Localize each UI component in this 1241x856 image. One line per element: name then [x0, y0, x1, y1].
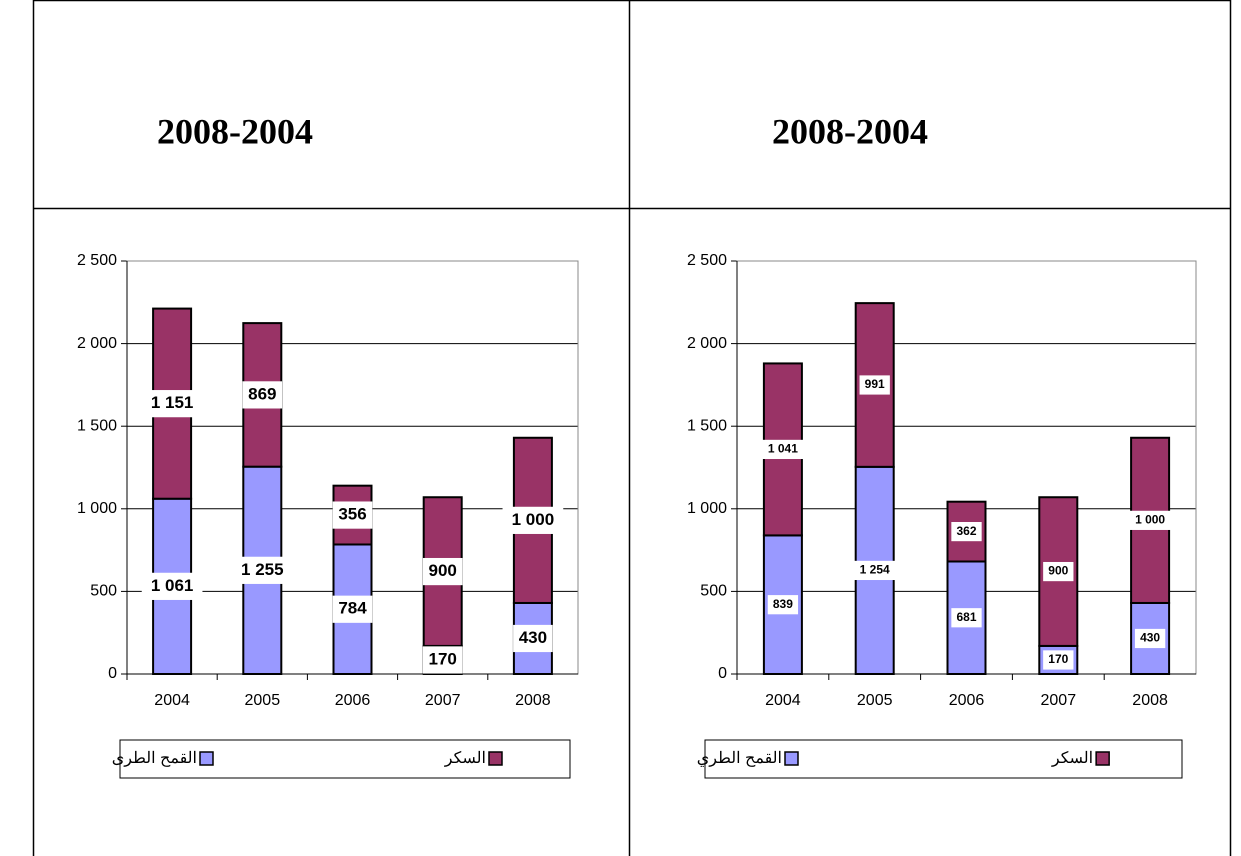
data-label: 1 061	[151, 576, 194, 595]
legend-label: القمح الطري	[697, 750, 782, 767]
data-label: 430	[519, 628, 547, 647]
data-label-box	[951, 521, 982, 542]
data-label-box	[1134, 628, 1166, 649]
data-label-box	[852, 560, 898, 581]
legend-label: السكر	[444, 750, 486, 767]
y-tick-label: 0	[718, 665, 727, 682]
data-label: 869	[248, 384, 276, 403]
y-tick-label: 2 500	[77, 252, 117, 269]
data-label: 900	[1048, 564, 1068, 578]
legend-swatch	[199, 751, 214, 766]
data-label-box	[141, 390, 203, 418]
data-label-box	[422, 557, 463, 586]
x-tick-label: 2005	[857, 692, 893, 709]
data-label-box	[1043, 561, 1074, 582]
data-label: 356	[338, 505, 366, 524]
x-tick-label: 2008	[515, 692, 551, 709]
data-label: 681	[956, 610, 976, 624]
table-border	[32, 0, 1232, 856]
y-tick-label: 1 500	[77, 417, 117, 434]
data-label: 170	[429, 649, 457, 668]
x-tick-label: 2006	[335, 692, 371, 709]
data-label-box	[422, 646, 463, 674]
y-tick-label: 2 000	[687, 335, 727, 352]
data-label-box	[1127, 510, 1173, 530]
data-label: 362	[956, 524, 976, 538]
data-label: 900	[429, 561, 457, 580]
chart-title: 2008-2004	[157, 111, 313, 151]
data-label: 1 000	[512, 510, 555, 529]
chart-title: 2008-2004	[772, 111, 928, 151]
y-tick-label: 1 500	[687, 417, 727, 434]
data-label: 430	[1140, 631, 1160, 645]
y-tick-label: 0	[108, 665, 117, 682]
data-label-box	[502, 506, 564, 534]
y-tick-label: 500	[90, 583, 117, 600]
x-tick-label: 2004	[765, 692, 801, 709]
data-label: 784	[338, 599, 367, 618]
legend-swatch	[488, 751, 503, 766]
x-tick-label: 2007	[1041, 692, 1077, 709]
data-label-box	[332, 501, 373, 529]
legend-label: السكر	[1051, 750, 1093, 767]
legend-swatch	[784, 751, 799, 766]
y-tick-label: 1 000	[687, 500, 727, 517]
data-label: 1 255	[241, 560, 284, 579]
data-label-box	[231, 556, 293, 584]
data-label-box	[513, 624, 553, 653]
legend-swatch	[1095, 751, 1110, 766]
data-label-box	[767, 595, 799, 615]
data-label: 991	[865, 377, 885, 391]
data-label: 1 041	[768, 442, 798, 456]
data-label: 170	[1048, 652, 1068, 666]
x-tick-label: 2004	[154, 692, 190, 709]
y-tick-label: 2 500	[687, 252, 727, 269]
y-tick-label: 1 000	[77, 500, 117, 517]
data-label: 839	[773, 597, 793, 611]
data-label: 1 000	[1135, 513, 1165, 527]
x-tick-label: 2008	[1132, 692, 1168, 709]
legend-label: القمح الطرى	[112, 750, 197, 767]
data-label: 1 254	[860, 563, 890, 577]
data-label-box	[859, 375, 890, 395]
data-label-box	[760, 439, 806, 460]
y-tick-label: 500	[700, 583, 727, 600]
x-tick-label: 2005	[245, 692, 281, 709]
x-tick-label: 2007	[425, 692, 461, 709]
data-label: 1 151	[151, 393, 194, 412]
x-tick-label: 2006	[949, 692, 985, 709]
data-label-box	[141, 572, 203, 600]
data-label-box	[332, 595, 373, 623]
data-label-box	[242, 381, 283, 409]
data-label-box	[1043, 650, 1074, 670]
data-label-box	[951, 608, 982, 628]
y-tick-label: 2 000	[77, 335, 117, 352]
